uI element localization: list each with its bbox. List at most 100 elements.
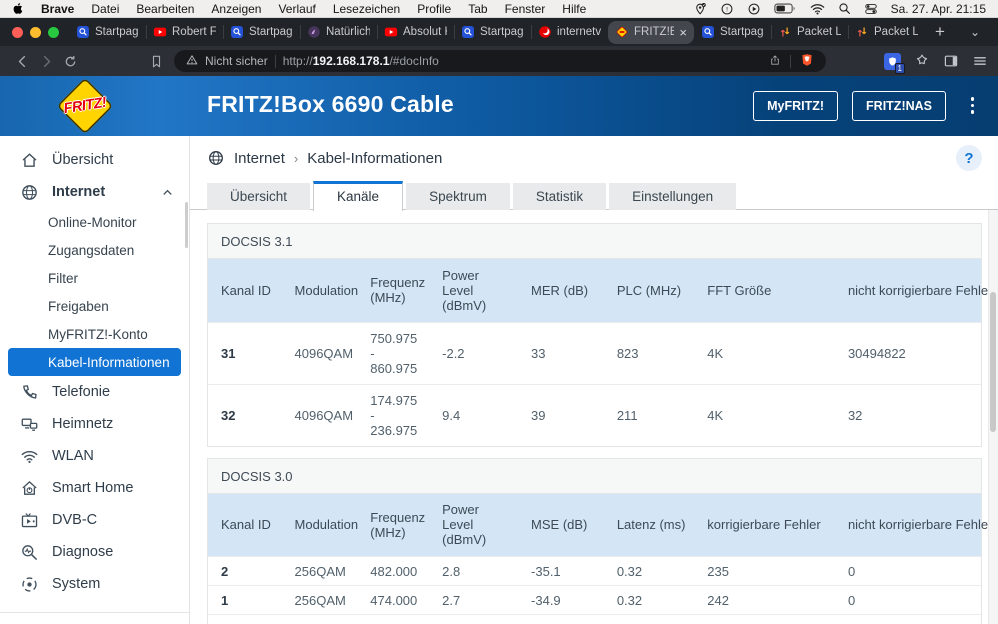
browser-tab[interactable]: FRITZ!B × [608, 20, 694, 44]
content-scrollbar-thumb[interactable] [990, 292, 996, 432]
media-play-icon[interactable] [747, 2, 761, 16]
tab-title: Absolut Kul [403, 26, 447, 38]
update-status-icon[interactable]: ! [720, 2, 734, 16]
browser-tab[interactable]: Startpage S [694, 18, 771, 46]
column-header-kanal-id: Kanal ID [208, 259, 285, 322]
myfritz-button[interactable]: MyFRITZ! [753, 91, 839, 121]
browser-tab[interactable]: Startpage S [69, 18, 146, 46]
table-cell: 256QAM [284, 556, 361, 586]
fritznas-button[interactable]: FRITZ!NAS [852, 91, 946, 121]
divider [274, 54, 276, 68]
sidebar-item-heimnetz[interactable]: Heimnetz [0, 408, 189, 440]
browser-tab[interactable]: Absolut Kul [377, 18, 454, 46]
browser-tab[interactable]: Startpage S [223, 18, 300, 46]
sidebar-subitem-myfritz-konto[interactable]: MyFRITZ!-Konto [48, 326, 148, 342]
sidebar-item-telefonie[interactable]: Telefonie [0, 376, 189, 408]
tab-title: Startpage S [95, 26, 139, 38]
help-button[interactable]: ? [956, 145, 982, 171]
packetloss-favicon-icon [855, 25, 869, 39]
bookmark-icon[interactable] [144, 49, 168, 73]
sidebar-item-smart-home[interactable]: Smart Home [0, 472, 189, 504]
table-row: 32 4096QAM 174.975 - 236.975 9.4 39 211 4K 32 [208, 383, 981, 446]
battery-icon[interactable] [773, 2, 797, 15]
browser-tab[interactable]: Packet Los [848, 18, 925, 46]
password-manager-extension-icon[interactable]: 1 [884, 52, 905, 74]
menubar-item-datei[interactable]: Datei [91, 1, 120, 16]
menubar-item-brave[interactable]: Brave [41, 1, 75, 16]
table-cell: 2.7 [432, 585, 522, 615]
spotlight-search-icon[interactable] [838, 2, 851, 15]
forward-button[interactable] [34, 49, 58, 73]
docsis31-title: DOCSIS 3.1 [208, 224, 981, 259]
sidebar-subitem-zugangsdaten[interactable]: Zugangsdaten [48, 242, 135, 258]
menubar-item-anzeigen[interactable]: Anzeigen [211, 1, 262, 16]
menubar-item-verlauf[interactable]: Verlauf [278, 1, 316, 16]
location-pin-icon[interactable] [694, 2, 707, 16]
address-bar[interactable]: Nicht sicher http://192.168.178.1/#docIn… [174, 50, 826, 72]
sidebar-item-label: Heimnetz [52, 416, 114, 432]
minimize-window-button[interactable] [30, 26, 41, 38]
new-tab-button[interactable]: + [935, 22, 945, 41]
table-cell: 30494822 [837, 321, 981, 384]
menubar-item-profile[interactable]: Profile [417, 1, 452, 16]
menubar-item-tab[interactable]: Tab [468, 1, 488, 16]
sidebar-item-internet[interactable]: Internet [0, 176, 189, 208]
tab-close-icon[interactable]: × [679, 24, 687, 40]
page-title: FRITZ!Box 6690 Cable [207, 91, 454, 117]
table-cell: -35.1 [521, 556, 607, 586]
apple-menu-icon[interactable] [12, 2, 25, 16]
table-cell: 0.32 [606, 614, 698, 624]
browser-tab[interactable]: Robert Fran [146, 18, 223, 46]
menubar-item-hilfe[interactable]: Hilfe [562, 1, 587, 16]
overflow-menu-icon[interactable] [970, 97, 974, 114]
control-center-icon[interactable] [864, 2, 878, 16]
tab-statistik[interactable]: Statistik [512, 183, 607, 210]
browser-tab[interactable]: internetvert [531, 18, 608, 46]
menubar-item-bearbeiten[interactable]: Bearbeiten [136, 1, 195, 16]
menubar-item-fenster[interactable]: Fenster [504, 1, 546, 16]
sidebar-item-wlan[interactable]: WLAN [0, 440, 189, 472]
dvbc-icon [20, 511, 39, 530]
browser-tab[interactable]: Natürlich! M [300, 18, 377, 46]
menu-bar-clock[interactable]: Sa. 27. Apr. 21:15 [890, 1, 986, 16]
table-cell: 4096QAM [284, 321, 361, 384]
sidebar-scrollbar[interactable] [185, 202, 188, 248]
sidebar-subitem-freigaben[interactable]: Freigaben [48, 298, 109, 314]
table-cell: 2.8 [432, 556, 522, 586]
sidebar-panel-icon[interactable] [943, 53, 959, 69]
fritz-favicon-icon [615, 25, 629, 39]
table-cell: 0.32 [606, 585, 698, 615]
zoom-window-button[interactable] [48, 26, 59, 38]
menu-bar-status: ! Sa. 27. Apr. 21:15 [694, 2, 986, 16]
column-header-nicht-korrigierbare-fehler: nicht korrigierbare Fehler [837, 259, 992, 322]
tab-einstellungen[interactable]: Einstellungen [609, 183, 737, 210]
wifi-status-icon[interactable] [810, 3, 825, 15]
share-icon[interactable] [769, 54, 781, 69]
table-cell: 235 [697, 556, 838, 586]
reload-button[interactable] [58, 49, 82, 73]
system-icon [20, 575, 39, 594]
tab-bersicht[interactable]: Übersicht [207, 183, 311, 210]
tab-kan-le[interactable]: Kanäle [313, 181, 404, 211]
sidebar-subitem-online-monitor[interactable]: Online-Monitor [48, 214, 137, 230]
sidebar-item-dvb-c[interactable]: DVB-C [0, 504, 189, 536]
brave-shield-icon[interactable] [800, 53, 814, 70]
rewards-star-icon[interactable] [914, 53, 930, 69]
column-header-mse-db: MSE (dB) [521, 493, 607, 557]
menu-hamburger-icon[interactable] [972, 53, 988, 69]
content-scrollbar-track[interactable] [988, 210, 998, 624]
tab-spektrum[interactable]: Spektrum [406, 183, 510, 210]
back-button[interactable] [10, 49, 34, 73]
sidebar-item-bersicht[interactable]: Übersicht [0, 144, 189, 176]
close-window-button[interactable] [12, 26, 23, 38]
menubar-item-lesezeichen[interactable]: Lesezeichen [332, 1, 401, 16]
browser-tab[interactable]: Startpage S [454, 18, 531, 46]
breadcrumb-section[interactable]: Internet [234, 149, 285, 167]
browser-tab[interactable]: Packet Los [771, 18, 848, 46]
table-cell: 174.975 - 236.975 [360, 383, 433, 446]
sidebar-item-diagnose[interactable]: Diagnose [0, 536, 189, 568]
sidebar-subitem-filter[interactable]: Filter [48, 270, 78, 286]
tab-search-chevron-icon[interactable]: ⌄ [969, 25, 980, 39]
sidebar-subitem-kabel-informationen[interactable]: Kabel-Informationen [8, 348, 181, 376]
sidebar-item-system[interactable]: System [0, 568, 189, 600]
